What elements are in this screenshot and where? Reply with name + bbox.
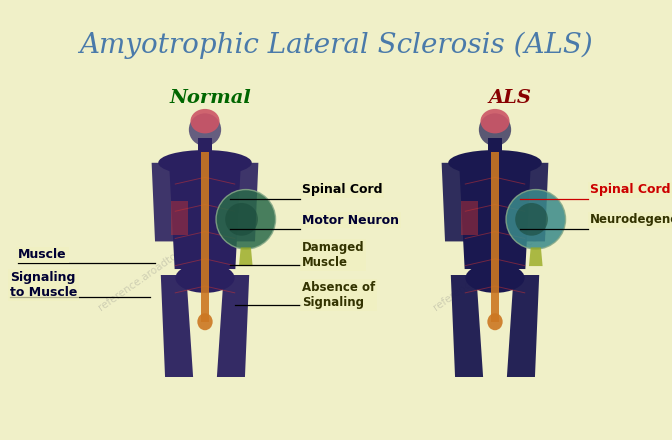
Ellipse shape <box>190 109 220 133</box>
Polygon shape <box>507 275 539 377</box>
Bar <box>201 152 209 322</box>
Text: Neurodegeneration: Neurodegeneration <box>590 213 672 227</box>
Polygon shape <box>442 163 470 242</box>
Text: Signaling
to Muscle: Signaling to Muscle <box>10 271 77 299</box>
Text: reference.aroadtome.com: reference.aroadtome.com <box>431 227 548 313</box>
Polygon shape <box>529 247 542 266</box>
Ellipse shape <box>479 114 511 146</box>
Text: ALS: ALS <box>489 89 532 107</box>
Polygon shape <box>169 158 241 269</box>
Text: Absence of
Signaling: Absence of Signaling <box>302 281 375 309</box>
Polygon shape <box>230 163 258 242</box>
Ellipse shape <box>198 313 212 330</box>
Bar <box>461 201 478 235</box>
Ellipse shape <box>448 150 542 176</box>
Text: Muscle: Muscle <box>18 249 67 261</box>
Text: reference.aroadtome.com: reference.aroadtome.com <box>97 227 214 313</box>
Ellipse shape <box>216 190 276 249</box>
Polygon shape <box>520 163 548 242</box>
Polygon shape <box>217 275 249 377</box>
Ellipse shape <box>175 263 235 293</box>
Ellipse shape <box>506 190 566 249</box>
Ellipse shape <box>487 313 503 330</box>
Text: Spinal Cord: Spinal Cord <box>590 183 671 197</box>
Polygon shape <box>161 275 193 377</box>
Polygon shape <box>152 163 179 242</box>
Ellipse shape <box>225 203 258 236</box>
Ellipse shape <box>480 109 509 133</box>
Bar <box>491 152 499 322</box>
Text: Damaged
Muscle: Damaged Muscle <box>302 241 365 269</box>
Ellipse shape <box>515 203 548 236</box>
Polygon shape <box>451 275 483 377</box>
Text: Normal: Normal <box>169 89 251 107</box>
Bar <box>488 138 502 154</box>
Bar <box>171 201 188 235</box>
Text: Motor Neuron: Motor Neuron <box>302 213 399 227</box>
Ellipse shape <box>189 114 221 146</box>
Bar <box>198 138 212 154</box>
Polygon shape <box>239 247 253 266</box>
Text: Spinal Cord: Spinal Cord <box>302 183 382 197</box>
Text: Amyotrophic Lateral Sclerosis (ALS): Amyotrophic Lateral Sclerosis (ALS) <box>79 31 593 59</box>
Ellipse shape <box>158 150 252 176</box>
Ellipse shape <box>466 263 525 293</box>
Polygon shape <box>459 158 531 269</box>
